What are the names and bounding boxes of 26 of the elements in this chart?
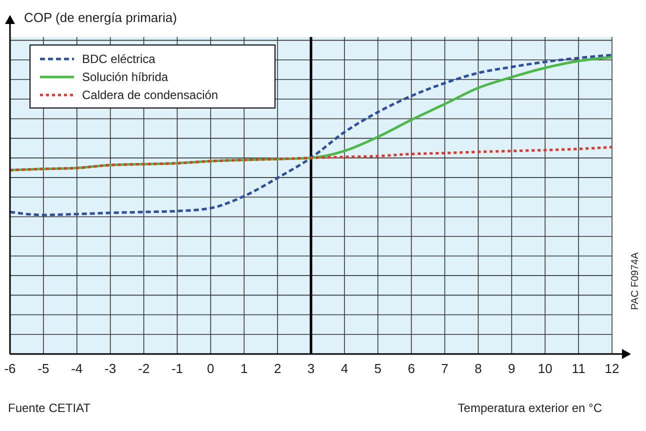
x-tick-label: 3	[307, 361, 315, 376]
x-tick-label: 0	[207, 361, 214, 376]
x-tick-label: -1	[171, 361, 184, 376]
x-tick-label: 6	[408, 361, 415, 376]
x-tick-label: 8	[474, 361, 482, 376]
legend-label: Caldera de condensación	[82, 88, 218, 102]
x-tick-label: -2	[138, 361, 150, 376]
x-tick-label: 11	[572, 361, 586, 376]
x-tick-label: -3	[104, 361, 116, 376]
source-note: Fuente CETIAT	[8, 401, 92, 415]
x-tick-label: -4	[71, 361, 83, 376]
x-tick-label: 7	[441, 361, 448, 376]
legend-label: Solución híbrida	[82, 70, 168, 84]
x-tick-label: 12	[604, 361, 620, 376]
y-axis-title: COP (de energía primaria)	[24, 10, 177, 25]
x-axis-title: Temperatura exterior en °C	[458, 401, 602, 415]
x-tick-label: -5	[38, 361, 50, 376]
legend-label: BDC eléctrica	[82, 52, 156, 66]
text: PAC F0974A	[630, 252, 641, 310]
x-tick-label: 4	[340, 361, 348, 376]
x-tick-label: -6	[4, 361, 16, 376]
x-tick-label: 9	[508, 361, 516, 376]
x-tick-label: 2	[274, 361, 282, 376]
x-tick-label: 10	[538, 361, 552, 376]
x-tick-label: 1	[240, 361, 248, 376]
x-tick-label: 5	[374, 361, 382, 376]
